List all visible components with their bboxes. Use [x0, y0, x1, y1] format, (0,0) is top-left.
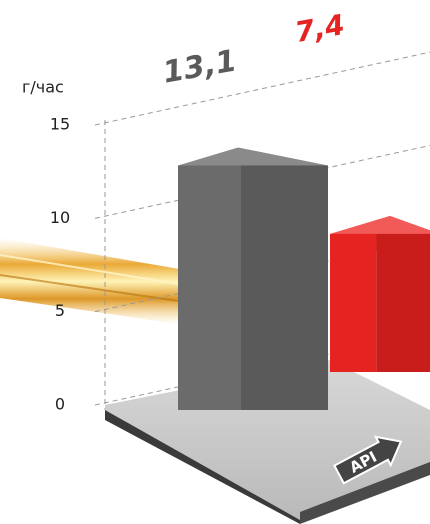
value-label: 13,1 — [160, 43, 239, 90]
value-label: 7,4 — [292, 8, 347, 49]
decor-streaks — [0, 238, 186, 325]
y-tick-label: 15 — [50, 115, 70, 134]
bar-side — [241, 165, 328, 410]
bar — [330, 233, 377, 372]
y-tick-label: 0 — [55, 395, 65, 414]
grid-line — [94, 331, 430, 406]
grid-line — [94, 238, 430, 313]
bar-side — [376, 233, 430, 372]
y-tick-label: 5 — [55, 301, 65, 320]
bar — [178, 165, 241, 410]
grid-line — [94, 51, 430, 126]
y-axis-label: г/час — [22, 78, 64, 97]
y-tick-label: 10 — [50, 208, 70, 227]
grid-line — [94, 144, 430, 219]
